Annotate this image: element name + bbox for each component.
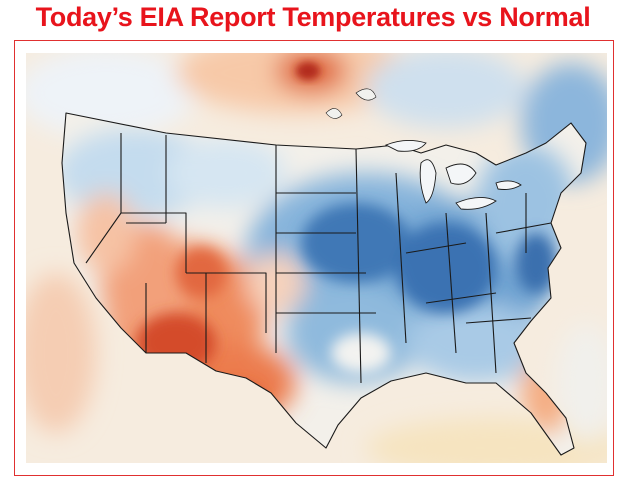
temperature-anomaly-map — [26, 53, 607, 463]
us-map-icon — [26, 53, 607, 463]
page-title: Today’s EIA Report Temperatures vs Norma… — [35, 2, 591, 32]
